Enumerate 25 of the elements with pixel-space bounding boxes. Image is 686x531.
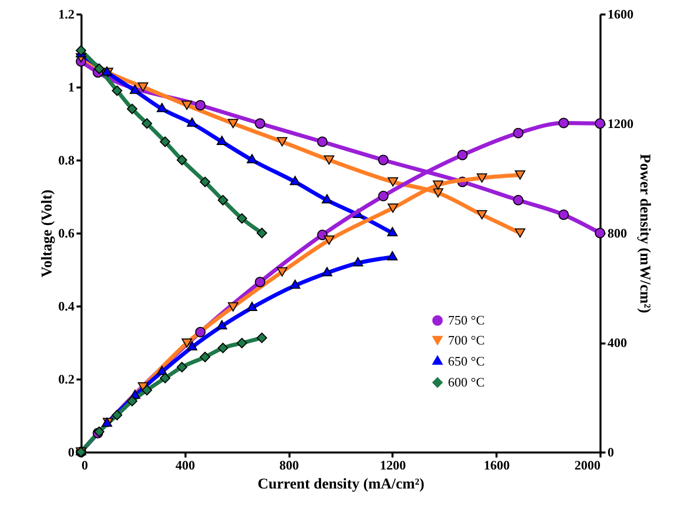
legend-label: 700 °C xyxy=(448,332,485,348)
y2-tick-label: 0 xyxy=(608,444,614,460)
y2-tick-label: 800 xyxy=(608,226,627,240)
legend-label: 750 °C xyxy=(448,312,485,328)
x-tick-label: 0 xyxy=(82,458,88,472)
y2-tick-label: 1200 xyxy=(608,116,634,131)
y-tick-label: 0.2 xyxy=(58,372,74,386)
y-tick-label: 0.4 xyxy=(58,298,75,314)
y-tick-label: 0 xyxy=(68,444,74,460)
y-axis-title: Voltage (Volt) xyxy=(39,190,56,278)
y-tick-label: 0.6 xyxy=(58,226,75,240)
x-tick-label: 1200 xyxy=(380,458,406,472)
x-axis-title: Current density (mA/cm²) xyxy=(258,476,424,492)
x-tick-label: 2000 xyxy=(574,458,600,472)
legend-label: 600 °C xyxy=(448,374,485,390)
x-tick-label: 400 xyxy=(176,458,196,472)
x-tick-label: 800 xyxy=(279,458,299,472)
x-tick-label: 1600 xyxy=(484,458,510,472)
y-tick-label: 1.2 xyxy=(58,6,74,22)
legend-label: 650 °C xyxy=(448,354,485,368)
y-tick-label: 1 xyxy=(68,80,74,94)
y2-axis-title: Power density (mW/cm²) xyxy=(636,154,652,314)
y2-tick-label: 1600 xyxy=(608,6,634,22)
y-tick-label: 0.8 xyxy=(58,152,75,168)
y2-tick-label: 400 xyxy=(608,335,627,350)
